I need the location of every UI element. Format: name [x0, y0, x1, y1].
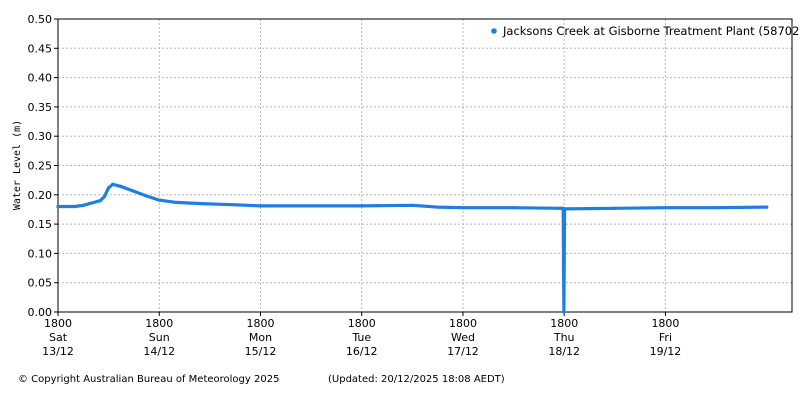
data-point	[233, 203, 237, 207]
data-point	[258, 204, 263, 208]
data-point	[102, 194, 107, 199]
y-tick-label: 0.00	[28, 306, 53, 319]
data-point	[436, 205, 440, 209]
x-tick-label: 19/12	[650, 345, 682, 358]
data-point	[98, 199, 102, 203]
data-point	[132, 189, 136, 193]
legend: Jacksons Creek at Gisborne Treatment Pla…	[491, 24, 800, 38]
y-tick-label: 0.30	[28, 130, 53, 143]
data-point	[199, 201, 204, 206]
x-tick-label: 1800	[246, 317, 274, 330]
data-point	[144, 194, 149, 198]
x-tick-label: 1800	[651, 317, 679, 330]
x-tick-label: 15/12	[245, 345, 277, 358]
data-point	[56, 204, 60, 209]
data-point	[410, 203, 414, 207]
copyright-text: © Copyright Australian Bureau of Meteoro…	[18, 374, 280, 385]
data-point	[613, 206, 617, 210]
x-tick-label: 14/12	[143, 345, 175, 358]
data-point	[562, 310, 566, 314]
data-point	[558, 206, 562, 210]
data-point	[107, 186, 111, 190]
data-point	[765, 205, 769, 209]
data-point	[562, 207, 567, 211]
data-point	[561, 257, 566, 261]
x-tick-label: Fri	[659, 331, 672, 344]
y-tick-label: 0.25	[28, 160, 53, 173]
y-tick-label: 0.15	[28, 218, 53, 231]
data-point	[81, 203, 85, 207]
data-point	[309, 204, 313, 208]
data-point	[461, 206, 465, 210]
x-tick-label: Sat	[49, 331, 68, 344]
legend-marker	[491, 28, 497, 34]
data-point	[663, 206, 668, 210]
data-point	[360, 204, 364, 208]
series-line	[56, 182, 769, 314]
updated-timestamp: (Updated: 20/12/2025 18:08 AEDT)	[328, 374, 505, 385]
grid-layer	[58, 19, 792, 312]
y-axis-label: Water Level (m)	[12, 120, 23, 210]
data-point	[111, 182, 115, 186]
plot-frame	[57, 18, 793, 313]
series-layer	[56, 182, 769, 314]
y-tick-label: 0.45	[28, 42, 53, 55]
x-tick-label: 1800	[44, 317, 72, 330]
data-point	[174, 200, 178, 205]
data-point	[157, 198, 161, 202]
x-tick-label: Thu	[553, 331, 575, 344]
x-tick-label: Tue	[351, 331, 371, 344]
y-tick-label: 0.40	[28, 72, 53, 85]
y-tick-label: 0.20	[28, 189, 53, 202]
data-point	[511, 206, 516, 210]
data-point	[119, 184, 123, 189]
data-point	[90, 201, 94, 205]
x-tick-label: 1800	[449, 317, 477, 330]
data-point	[714, 206, 718, 210]
x-tick-label: 18/12	[548, 345, 580, 358]
x-tick-label: 1800	[348, 317, 376, 330]
x-tick-label: 16/12	[346, 345, 378, 358]
y-tick-label: 0.50	[28, 13, 53, 26]
y-axis: 0.00 0.05 0.10 0.15 0.20 0.25 0.30 0.35 0.40 0.45…	[28, 13, 58, 319]
y-tick-label: 0.10	[28, 247, 53, 260]
data-point	[73, 204, 77, 209]
x-tick-label: 1800	[550, 317, 578, 330]
y-tick-label: 0.05	[28, 277, 53, 290]
x-tick-label: 1800	[145, 317, 173, 330]
x-axis: 1800Sat13/121800Sun14/121800Mon15/121800…	[42, 312, 681, 358]
x-tick-label: Sun	[149, 331, 170, 344]
y-tick-label: 0.35	[28, 101, 53, 114]
x-tick-label: 17/12	[447, 345, 479, 358]
x-tick-label: Mon	[249, 331, 272, 344]
x-tick-label: Wed	[451, 331, 475, 344]
legend-label: Jacksons Creek at Gisborne Treatment Pla…	[502, 24, 800, 38]
x-tick-label: 13/12	[42, 345, 74, 358]
